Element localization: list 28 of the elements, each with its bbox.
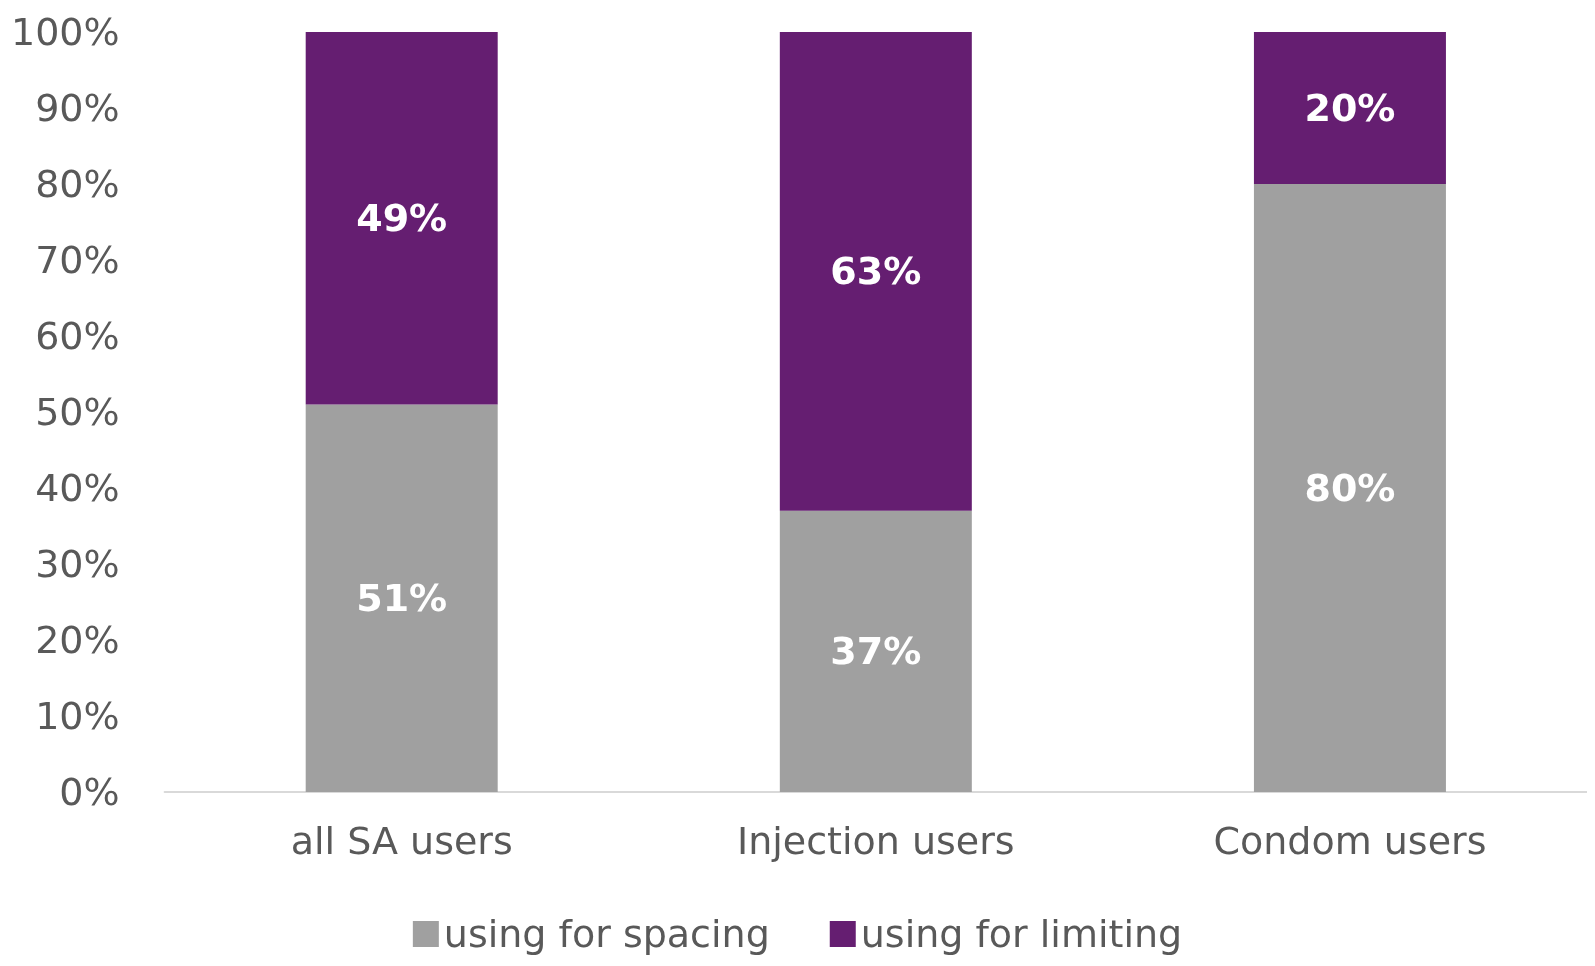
bar	[779, 510, 972, 792]
data-label: 80%	[1304, 466, 1396, 510]
x-tick-label: Injection users	[736, 819, 1015, 863]
y-tick-label: 90%	[35, 86, 120, 130]
data-label: 20%	[1304, 86, 1396, 130]
y-tick-label: 70%	[35, 238, 120, 282]
y-tick-label: 20%	[35, 618, 120, 662]
data-label: 63%	[830, 249, 922, 294]
legend-label: using for limiting	[860, 912, 1183, 956]
bar	[1253, 184, 1446, 792]
x-tick-label: Condom users	[1213, 819, 1487, 863]
bar	[305, 404, 498, 792]
y-tick-label: 50%	[35, 390, 120, 434]
data-label: 37%	[830, 629, 922, 674]
y-tick-label: 100%	[11, 10, 120, 54]
bar	[779, 32, 972, 511]
legend-label: using for spacing	[443, 912, 770, 956]
bar	[1253, 32, 1446, 184]
y-tick-label: 0%	[59, 770, 120, 814]
x-tick-label: all SA users	[290, 819, 513, 863]
y-tick-label: 80%	[35, 162, 120, 206]
y-tick-label: 10%	[35, 694, 120, 738]
bar	[305, 32, 498, 405]
y-tick-label: 60%	[35, 314, 120, 358]
y-tick-label: 40%	[35, 466, 120, 510]
data-label: 51%	[356, 576, 448, 621]
y-tick-label: 30%	[35, 542, 120, 586]
data-label: 49%	[356, 196, 448, 241]
